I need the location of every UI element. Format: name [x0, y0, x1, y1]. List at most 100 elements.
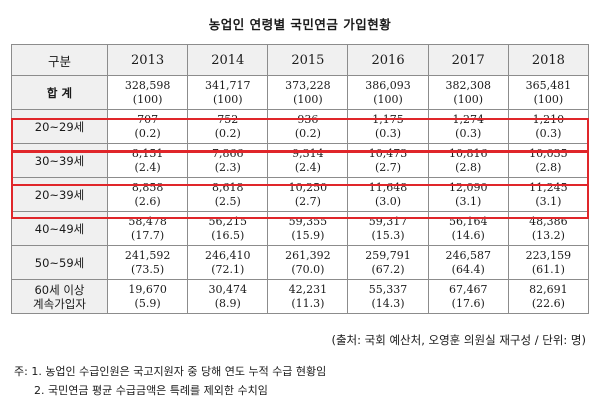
column-header-year: 2016 [347, 44, 429, 76]
pension-table: 구분 2013 2014 2015 2016 2017 2018 합 계 328,… [11, 44, 590, 314]
cell-count: 1,175 [372, 112, 404, 126]
cell-percent: (2.5) [214, 194, 241, 208]
cell-percent: (2.7) [375, 160, 402, 174]
row-label-line: 합 계 [46, 85, 73, 100]
cell-percent: (2.4) [294, 160, 321, 174]
table-cell: 59,355 (15.9) [267, 211, 349, 246]
cell-count: 8,858 [131, 180, 164, 194]
cell-count: 386,093 [365, 78, 411, 92]
cell-count: 328,598 [124, 78, 171, 92]
table-cell: 341,717 (100) [187, 75, 269, 110]
cell-count: 707 [137, 112, 159, 126]
cell-percent: (73.5) [131, 262, 165, 276]
row-label: 합 계 [11, 75, 108, 110]
row-label: 60세 이상 계속가입자 [11, 279, 108, 314]
cell-count: 56,164 [448, 214, 488, 228]
cell-count: 246,587 [445, 248, 491, 262]
table-cell: 365,481 (100) [507, 75, 590, 110]
cell-percent: (0.2) [214, 126, 241, 140]
cell-count: 12,090 [448, 180, 488, 194]
cell-percent: (16.5) [211, 228, 245, 242]
cell-count: 30,474 [208, 282, 247, 296]
table-cell: 12,090 (3.1) [427, 177, 509, 212]
cell-count: 259,791 [365, 248, 411, 262]
table-cell: 328,598 (100) [106, 75, 189, 110]
cell-count: 341,717 [204, 78, 251, 92]
table-cell: 246,410 (72.1) [187, 245, 269, 280]
cell-count: 7,866 [211, 146, 244, 160]
table-cell: 55,337 (14.3) [347, 279, 429, 314]
cell-count: 9,314 [292, 146, 324, 160]
table-cell: 10,250 (2.7) [267, 177, 349, 212]
table-cell: 10,035 (2.8) [507, 143, 590, 178]
column-header-year: 2014 [187, 44, 269, 76]
page-title: 농업인 연령별 국민연금 가입현황 [208, 17, 392, 32]
cell-count: 58,478 [128, 214, 167, 228]
cell-percent: (14.6) [451, 228, 485, 242]
footnote-1: 주: 1. 농업인 수급인원은 국고지원자 중 당해 연도 누적 수급 현황임 [14, 365, 327, 378]
cell-count: 1,210 [532, 112, 565, 126]
column-header-year: 2013 [106, 44, 189, 76]
row-label: 20~29세 [11, 109, 108, 144]
table-cell: 1,210 (0.3) [507, 109, 590, 144]
table-cell: 59,317 (15.3) [347, 211, 429, 246]
row-label-line: 30~39세 [34, 153, 85, 168]
cell-percent: (2.8) [455, 160, 482, 174]
table-row: 40~49세 58,478 (17.7) 56,215 (16.5) 59,355 (15.… [11, 211, 590, 246]
cell-percent: (3.0) [375, 194, 402, 208]
cell-count: 56,215 [208, 214, 247, 228]
cell-count: 48,386 [529, 214, 568, 228]
table-cell: 707 (0.2) [106, 109, 189, 144]
table-cell: 58,478 (17.7) [106, 211, 189, 246]
cell-percent: (100) [293, 92, 323, 106]
cell-percent: (0.3) [375, 126, 402, 140]
cell-count: 10,473 [368, 146, 408, 160]
cell-percent: (100) [453, 92, 483, 106]
cell-count: 10,816 [448, 146, 488, 160]
cell-percent: (2.7) [294, 194, 321, 208]
cell-count: 59,355 [288, 214, 328, 228]
cell-percent: (70.0) [291, 262, 325, 276]
table-cell: 10,816 (2.8) [427, 143, 509, 178]
cell-percent: (5.9) [134, 296, 161, 310]
cell-percent: (72.1) [211, 262, 245, 276]
cell-percent: (15.3) [371, 228, 405, 242]
table-row: 20~39세 8,858 (2.6) 8,618 (2.5) 10,250 (2.7) 11,… [11, 177, 590, 212]
table-cell: 82,691 (22.6) [507, 279, 590, 314]
cell-count: 42,231 [288, 282, 328, 296]
row-label-line: 20~29세 [34, 119, 85, 134]
cell-count: 8,151 [131, 146, 164, 160]
table-row: 60세 이상 계속가입자 19,670 (5.9) 30,474 (8.9) 42,231(… [11, 279, 590, 314]
table-cell: 48,386 (13.2) [507, 211, 590, 246]
cell-percent: (0.2) [134, 126, 161, 140]
cell-percent: (100) [132, 92, 163, 106]
table-row: 50~59세 241,592 (73.5) 246,410 (72.1) 261,392(… [11, 245, 590, 280]
table-cell: 67,467 (17.6) [427, 279, 509, 314]
cell-percent: (2.3) [214, 160, 241, 174]
row-label-line: 50~59세 [34, 255, 85, 270]
cell-count: 19,670 [128, 282, 167, 296]
cell-percent: (0.3) [535, 126, 562, 140]
table-cell: 9,314 (2.4) [267, 143, 349, 178]
table-cell: 382,308 (100) [427, 75, 509, 110]
cell-percent: (64.4) [451, 262, 485, 276]
cell-percent: (11.3) [291, 296, 325, 310]
cell-count: 11,245 [529, 180, 568, 194]
table-cell: 7,866 (2.3) [187, 143, 269, 178]
table-row: 20~29세 707 (0.2) 752 (0.2) 936 (0.2) 1,175 (0.3)… [11, 109, 590, 144]
cell-count: 82,691 [529, 282, 568, 296]
table-row: 30~39세 8,151 (2.4) 7,866 (2.3) 9,314 (2.4) 10,4… [11, 143, 590, 178]
row-label: 30~39세 [11, 143, 108, 178]
cell-count: 55,337 [368, 282, 408, 296]
table-cell: 56,164 (14.6) [427, 211, 509, 246]
table-cell: 223,159 (61.1) [507, 245, 590, 280]
cell-percent: (2.6) [134, 194, 161, 208]
cell-percent: (14.3) [371, 296, 405, 310]
cell-percent: (22.6) [531, 296, 565, 310]
footnotes: 주: 1. 농업인 수급인원은 국고지원자 중 당해 연도 누적 수급 현황임 … [14, 362, 326, 400]
table-cell: 373,228 (100) [267, 75, 349, 110]
cell-count: 59,317 [368, 214, 408, 228]
row-label-line: 60세 이상 [34, 282, 85, 297]
table-cell: 1,175 (0.3) [347, 109, 429, 144]
cell-count: 752 [217, 112, 239, 126]
